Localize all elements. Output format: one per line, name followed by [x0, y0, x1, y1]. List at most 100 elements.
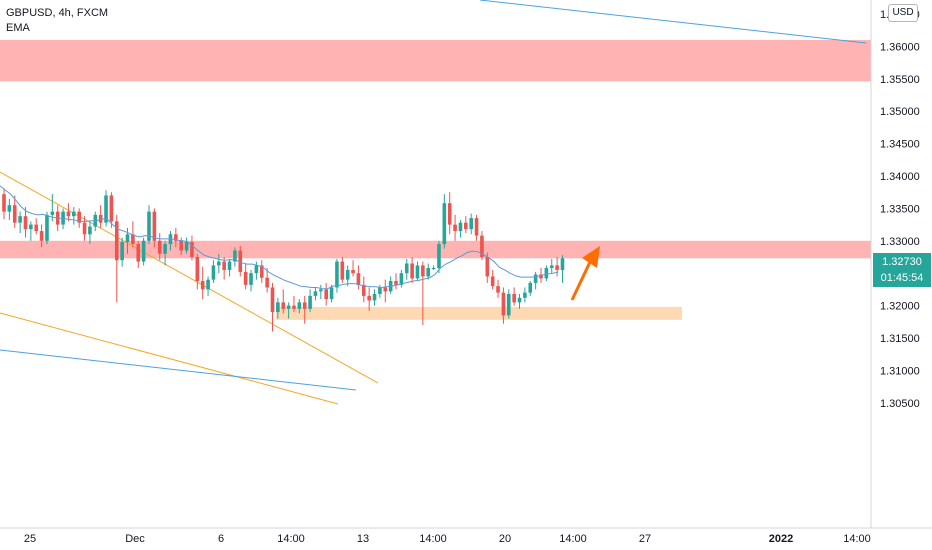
- time-tick-label: 13: [357, 533, 369, 545]
- candle: [222, 257, 226, 280]
- candle: [474, 214, 479, 241]
- candle-body: [217, 261, 221, 266]
- candle: [88, 221, 92, 245]
- candle-body: [2, 194, 6, 212]
- candle-body: [114, 221, 119, 261]
- candle-body: [72, 211, 76, 217]
- price-axis[interactable]: 1.305001.310001.315001.320001.325001.330…: [880, 9, 920, 410]
- candle-body: [399, 273, 404, 285]
- candle-body: [29, 224, 33, 230]
- candle-body: [270, 287, 275, 313]
- candle: [276, 297, 280, 319]
- candle-body: [131, 234, 135, 245]
- candle-body: [555, 265, 559, 270]
- candle-body: [265, 277, 269, 288]
- candle-body: [426, 268, 431, 277]
- candle-body: [490, 276, 495, 287]
- time-tick-label: 14:00: [843, 533, 871, 545]
- candle-body: [82, 222, 87, 235]
- candle: [184, 237, 189, 254]
- candle: [206, 276, 210, 296]
- candle: [200, 266, 205, 300]
- candle-body: [308, 295, 312, 309]
- candle-body: [431, 268, 436, 270]
- candle: [490, 269, 495, 290]
- candle: [421, 261, 425, 326]
- currency-badge[interactable]: USD: [888, 4, 918, 22]
- time-tick-label: 27: [639, 533, 651, 545]
- candle: [286, 302, 291, 319]
- price-tick-label: 1.35500: [880, 74, 920, 86]
- candle-body: [184, 242, 189, 251]
- candle-body: [66, 211, 71, 217]
- candle-body: [437, 244, 441, 269]
- candle: [82, 216, 87, 241]
- time-tick-label: 6: [218, 533, 224, 545]
- candle: [66, 203, 71, 222]
- candle: [217, 253, 221, 274]
- candle: [549, 258, 554, 274]
- candle-body: [549, 265, 554, 269]
- candle: [464, 216, 468, 234]
- trendlines-layer: [0, 0, 867, 405]
- candle: [388, 276, 393, 294]
- candle: [313, 287, 318, 301]
- candle-body: [281, 302, 286, 309]
- candle-body: [496, 286, 500, 293]
- time-tick-label: Dec: [125, 533, 145, 545]
- candle-body: [152, 211, 157, 241]
- candle: [152, 208, 157, 248]
- candle-body: [458, 222, 463, 232]
- candle-body: [206, 279, 210, 290]
- candle: [302, 295, 307, 324]
- price-tick-label: 1.34500: [880, 139, 920, 151]
- candle: [136, 240, 141, 269]
- time-axis[interactable]: 25 Dec 6 14:00 13 14:00 20 14:00 27 2022 14:00: [24, 533, 871, 545]
- candle: [340, 257, 345, 283]
- trendline-blue-lower: [0, 349, 357, 391]
- candle-body: [351, 269, 355, 274]
- candle-body: [464, 222, 468, 230]
- candle-body: [313, 291, 318, 296]
- symbol-line[interactable]: GBPUSD, 4h, FXCM: [6, 7, 109, 19]
- candle-body: [12, 205, 17, 223]
- arrow-annotation: [570, 246, 600, 301]
- candle: [147, 205, 151, 245]
- indicator-label[interactable]: EMA: [6, 22, 30, 34]
- price-tick-label: 1.33000: [880, 236, 920, 248]
- candle: [77, 208, 81, 228]
- candle-body: [372, 293, 377, 301]
- candle-body: [88, 226, 92, 235]
- price-tick-label: 1.33500: [880, 203, 920, 215]
- candle: [141, 237, 146, 266]
- candle-body: [485, 257, 490, 277]
- candle-body: [243, 271, 248, 285]
- candle-body: [297, 302, 302, 309]
- candle: [227, 258, 232, 277]
- candle-body: [329, 287, 334, 300]
- candle: [512, 287, 516, 306]
- arrow-shaft: [570, 261, 592, 301]
- candle: [195, 253, 200, 290]
- candle-body: [474, 218, 479, 236]
- price-tick-label: 1.30500: [880, 398, 920, 410]
- candle: [120, 237, 124, 267]
- candle-body: [292, 305, 296, 309]
- price-tick-label: 1.36000: [880, 41, 920, 53]
- resistance-zone-upper: [0, 39, 871, 82]
- candle-body: [469, 218, 473, 230]
- ema-line: [0, 185, 559, 290]
- candle: [45, 211, 49, 245]
- candle-body: [195, 257, 200, 281]
- candle: [404, 258, 409, 280]
- candle-body: [410, 263, 414, 279]
- candle-body: [378, 287, 382, 294]
- candle: [560, 255, 565, 283]
- candle-body: [211, 265, 216, 280]
- candle: [555, 257, 559, 277]
- candle: [163, 240, 167, 266]
- candle: [351, 260, 355, 277]
- candle: [410, 257, 414, 283]
- candle: [480, 231, 484, 261]
